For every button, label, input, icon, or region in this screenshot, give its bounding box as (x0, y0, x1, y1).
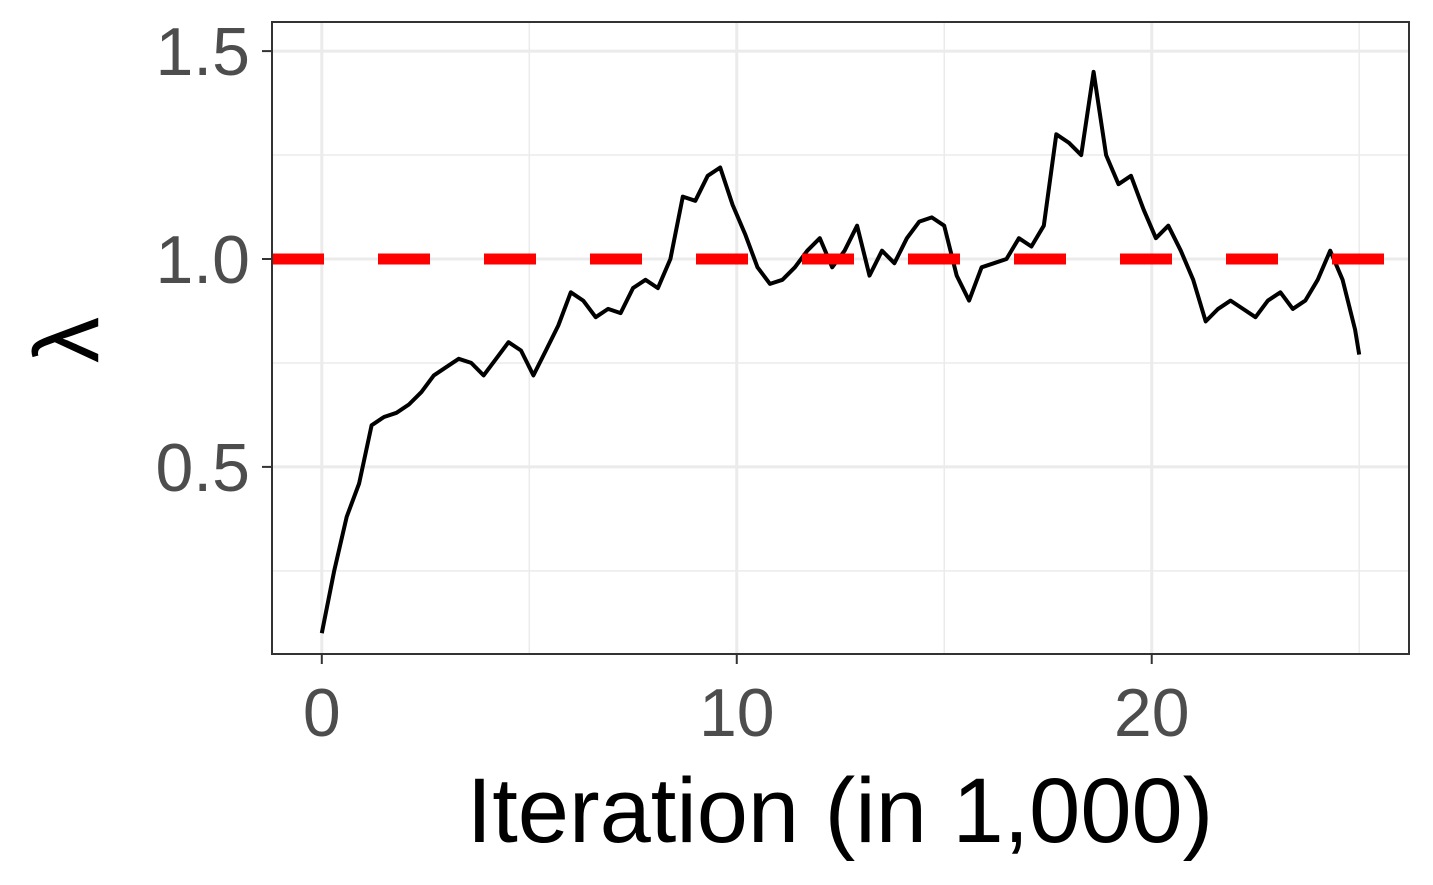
series-line-0 (319, 69, 1362, 634)
y-tick-label: 1.5 (155, 14, 250, 90)
x-tick-label: 10 (699, 675, 775, 751)
y-tick-label: 0.5 (155, 430, 250, 506)
y-tick-label: 1.0 (155, 222, 250, 298)
x-axis-title: Iteration (in 1,000) (467, 760, 1214, 862)
x-axis-ticks: 0 10 20 (303, 654, 1190, 751)
y-axis-ticks: 0.5 1.0 1.5 (155, 14, 272, 506)
x-tick-label: 0 (303, 675, 341, 751)
grid-minor (272, 22, 1409, 654)
y-axis-title: λ (16, 317, 118, 363)
x-tick-label: 20 (1114, 675, 1190, 751)
series-layer (319, 69, 1362, 634)
panel-border (271, 21, 1410, 655)
